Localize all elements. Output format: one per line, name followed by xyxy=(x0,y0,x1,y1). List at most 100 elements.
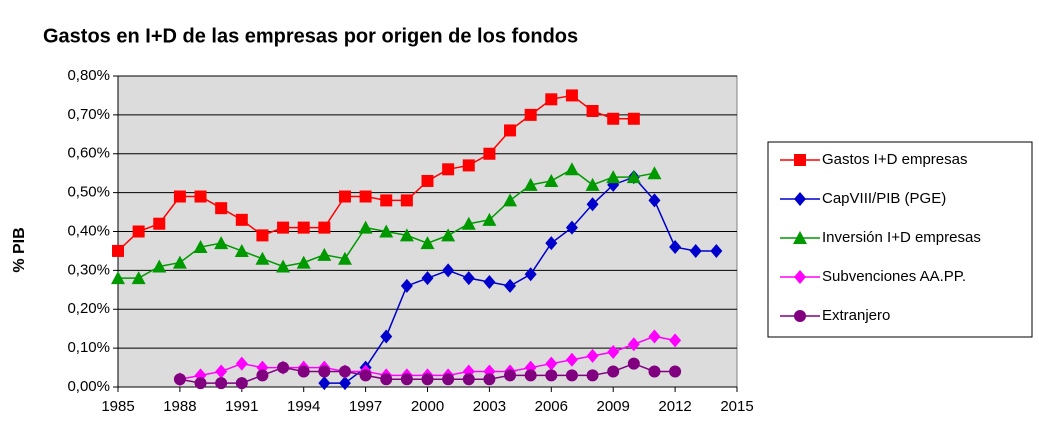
legend-label: Inversión I+D empresas xyxy=(822,229,981,246)
marker xyxy=(276,259,291,273)
x-tick-label: 1994 xyxy=(287,398,320,415)
marker xyxy=(442,263,455,278)
marker xyxy=(421,373,434,386)
marker xyxy=(172,255,187,269)
x-tick-label: 2003 xyxy=(473,398,506,415)
marker xyxy=(586,104,599,117)
marker xyxy=(215,377,228,390)
marker xyxy=(461,216,476,230)
marker xyxy=(441,228,456,242)
marker xyxy=(235,356,248,371)
marker xyxy=(297,221,310,234)
marker xyxy=(359,190,372,203)
marker xyxy=(194,190,207,203)
chart-title: Gastos en I+D de las empresas por origen… xyxy=(43,25,578,47)
marker xyxy=(586,348,599,363)
series-line xyxy=(324,176,717,384)
x-tick-label: 2000 xyxy=(411,398,444,415)
marker xyxy=(504,278,517,293)
marker xyxy=(297,365,310,378)
marker xyxy=(627,337,640,352)
marker xyxy=(504,369,517,382)
marker xyxy=(214,236,229,250)
marker xyxy=(380,373,393,386)
marker xyxy=(277,361,290,374)
y-tick-label: 0,10% xyxy=(67,339,110,356)
marker xyxy=(132,225,145,238)
marker xyxy=(462,373,475,386)
marker xyxy=(626,170,641,184)
marker xyxy=(152,259,167,273)
marker xyxy=(421,271,434,286)
marker xyxy=(131,271,146,285)
marker xyxy=(318,376,331,391)
legend-label: Subvenciones AA.PP. xyxy=(822,268,966,285)
x-tick-label: 1988 xyxy=(163,398,196,415)
marker xyxy=(586,197,599,212)
marker xyxy=(607,365,620,378)
marker xyxy=(318,365,331,378)
marker xyxy=(648,365,661,378)
marker xyxy=(421,174,434,187)
marker xyxy=(524,267,537,282)
marker xyxy=(400,194,413,207)
marker xyxy=(565,89,578,102)
x-tick-label: 2012 xyxy=(658,398,691,415)
marker xyxy=(173,373,186,386)
marker xyxy=(215,364,228,379)
marker xyxy=(359,369,372,382)
marker xyxy=(442,373,455,386)
legend-label: CapVIII/PIB (PGE) xyxy=(822,190,946,207)
marker xyxy=(794,270,806,284)
marker xyxy=(544,173,559,187)
marker xyxy=(296,255,311,269)
marker xyxy=(669,240,682,255)
marker xyxy=(358,220,373,234)
marker xyxy=(689,243,702,258)
y-tick-label: 0,80% xyxy=(67,67,110,84)
marker xyxy=(524,369,537,382)
marker xyxy=(483,147,496,160)
marker xyxy=(337,251,352,265)
marker xyxy=(504,124,517,137)
x-tick-label: 1985 xyxy=(101,398,134,415)
marker xyxy=(194,377,207,390)
marker xyxy=(503,193,518,207)
marker xyxy=(794,154,806,166)
y-axis-label: % PIB xyxy=(11,227,28,272)
marker xyxy=(255,251,270,265)
marker xyxy=(215,202,228,215)
marker xyxy=(607,112,620,125)
marker xyxy=(627,357,640,370)
marker xyxy=(648,329,661,344)
marker xyxy=(338,376,351,391)
marker xyxy=(111,271,125,285)
y-tick-label: 0,00% xyxy=(67,378,110,395)
marker xyxy=(420,236,435,250)
x-tick-label: 1991 xyxy=(225,398,258,415)
marker xyxy=(564,162,579,176)
marker xyxy=(545,93,558,106)
marker xyxy=(462,271,475,286)
marker xyxy=(399,228,414,242)
marker xyxy=(256,369,269,382)
marker xyxy=(523,177,538,191)
y-tick-label: 0,40% xyxy=(67,222,110,239)
marker xyxy=(648,193,661,208)
marker xyxy=(338,190,351,203)
y-tick-label: 0,70% xyxy=(67,106,110,123)
marker xyxy=(400,373,413,386)
marker xyxy=(483,275,496,290)
y-tick-label: 0,60% xyxy=(67,145,110,162)
marker xyxy=(627,112,640,125)
marker xyxy=(256,229,269,242)
marker xyxy=(710,243,723,258)
marker xyxy=(794,192,806,206)
marker xyxy=(234,243,249,257)
y-tick-label: 0,30% xyxy=(67,261,110,278)
marker xyxy=(669,333,682,348)
marker xyxy=(647,166,662,180)
marker xyxy=(317,247,332,261)
x-tick-label: 2006 xyxy=(535,398,568,415)
